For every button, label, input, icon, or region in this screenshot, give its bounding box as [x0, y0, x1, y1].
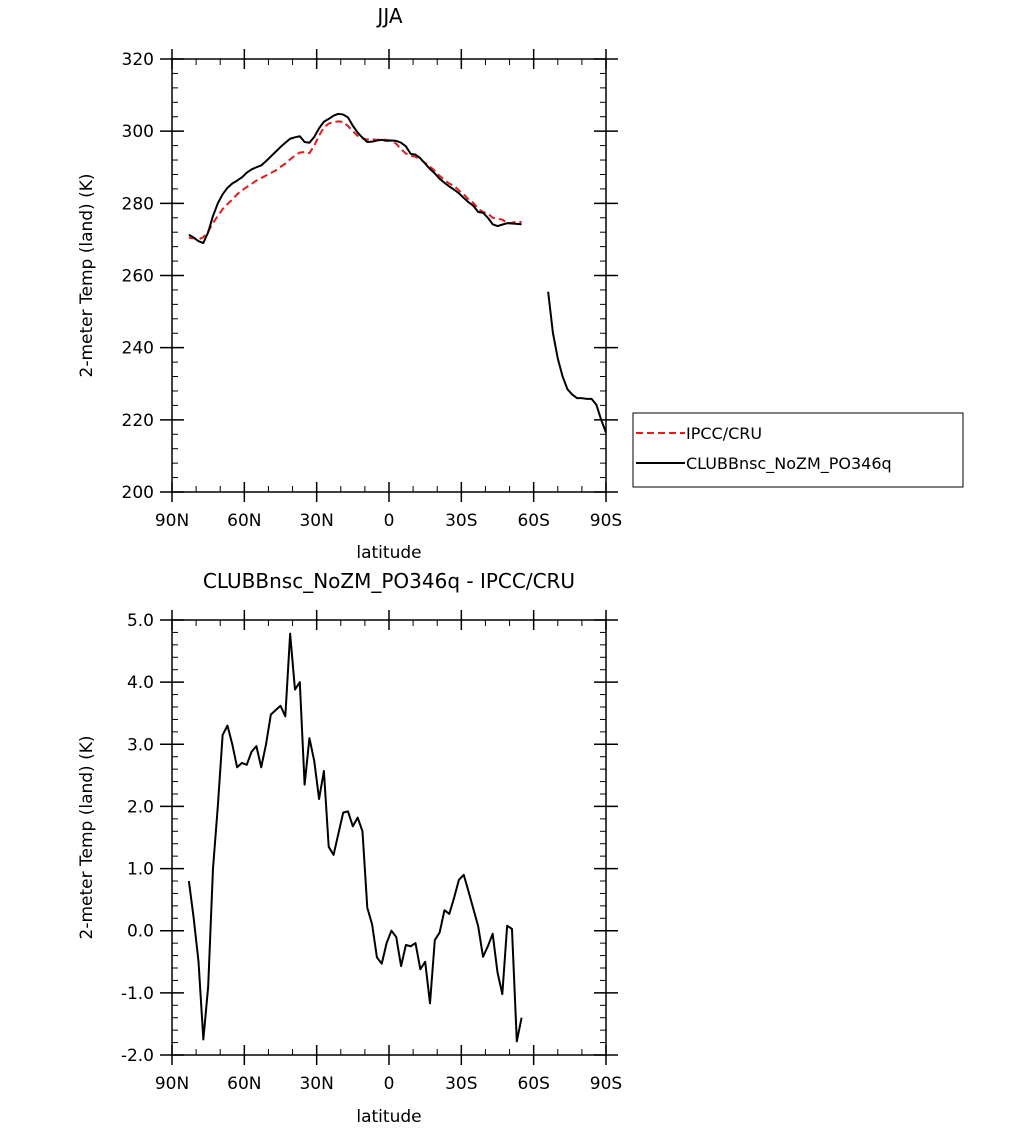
difference-y-tick-label: 4.0 [127, 673, 154, 693]
difference-panel: CLUBBnsc_NoZM_PO346q - IPCC/CRU 90N 60N 30… [77, 569, 622, 1127]
difference-y-tick-label: -1.0 [121, 984, 154, 1004]
temperature-panel: JJA 90N 60N 30N 0 30S 60S 90S 200 220 240 260 280 30… [77, 4, 964, 563]
difference-y-tick-label: -2.0 [121, 1046, 154, 1066]
difference-y-tick-label: 2.0 [127, 797, 154, 817]
temperature-x-tick-label: 30S [445, 511, 477, 531]
difference-x-tick-label: 0 [384, 1074, 395, 1094]
legend-label-clubb: CLUBBnsc_NoZM_PO346q [686, 454, 892, 474]
temperature-x-tick-label: 90S [590, 511, 622, 531]
temperature-x-tick-label: 60N [227, 511, 261, 531]
difference-plot-frame [171, 619, 607, 1056]
temperature-x-tick-label: 90N [155, 511, 189, 531]
difference-x-tick-label: 30S [445, 1074, 477, 1094]
difference-x-tick-label: 90S [590, 1074, 622, 1094]
temperature-x-tick-label: 30N [299, 511, 333, 531]
legend-box [632, 412, 964, 488]
difference-x-tick-label: 30N [299, 1074, 333, 1094]
temperature-x-tick-label: 0 [384, 511, 395, 531]
difference-x-tick-label: 60S [517, 1074, 549, 1094]
temperature-series [188, 112, 607, 433]
difference-y-axis-label: 2-meter Temp (land) (K) [77, 736, 97, 940]
difference-chart-title: CLUBBnsc_NoZM_PO346q - IPCC/CRU [203, 569, 575, 593]
temperature-series-1-line-segment-1 [547, 291, 607, 433]
difference-y-tick-label: 5.0 [127, 611, 154, 631]
difference-x-tick-label: 60N [227, 1074, 261, 1094]
temperature-x-tick-label: 60S [517, 511, 549, 531]
difference-series [187, 632, 523, 1043]
legend: IPCC/CRU CLUBBnsc_NoZM_PO346q [632, 412, 964, 488]
temperature-y-tick-label: 240 [122, 339, 154, 359]
temperature-y-tick-label: 260 [122, 267, 154, 287]
temperature-y-tick-label: 220 [122, 411, 154, 431]
temperature-chart-title: JJA [375, 4, 402, 28]
temperature-plot-frame [171, 58, 607, 493]
difference-ticks: 90N 60N 30N 0 30S 60S 90S -2.0 -1.0 0.0 1.0 2.0 3.0 4… [121, 610, 622, 1094]
temperature-y-axis-label: 2-meter Temp (land) (K) [77, 174, 97, 378]
temperature-series-0-line [188, 120, 522, 241]
temperature-y-tick-label: 200 [122, 483, 154, 503]
temperature-y-tick-label: 320 [122, 50, 154, 70]
temperature-y-tick-label: 280 [122, 194, 154, 214]
difference-y-tick-label: 1.0 [127, 860, 154, 880]
legend-label-ipcc-cru: IPCC/CRU [686, 424, 762, 443]
difference-y-tick-label: 3.0 [127, 735, 154, 755]
difference-x-tick-label: 90N [155, 1074, 189, 1094]
temperature-series-1-line-segment-0 [188, 112, 522, 245]
difference-x-axis-label: latitude [356, 1107, 421, 1127]
temperature-ticks: 90N 60N 30N 0 30S 60S 90S 200 220 240 260 280 300 320 [122, 49, 622, 531]
difference-series-0-line [187, 632, 523, 1043]
difference-y-tick-label: 0.0 [127, 922, 154, 942]
temperature-y-tick-label: 300 [122, 122, 154, 142]
temperature-x-axis-label: latitude [356, 543, 421, 563]
